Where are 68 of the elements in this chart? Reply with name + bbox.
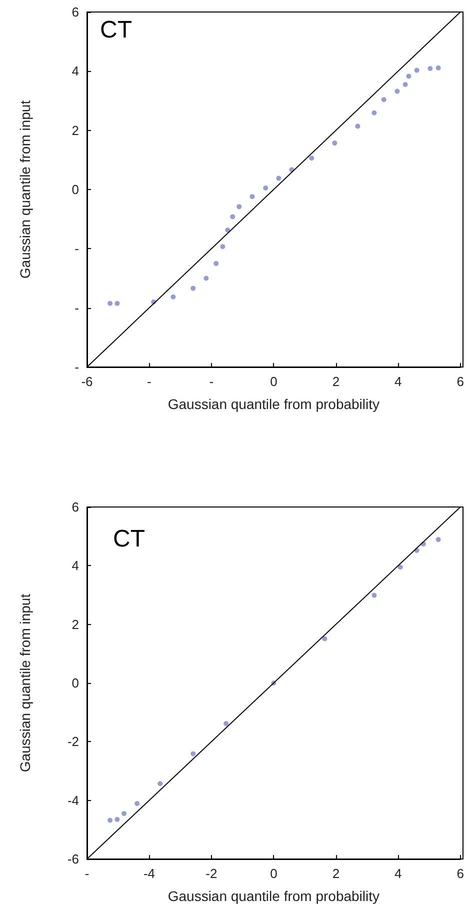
x-tick-label: -	[84, 866, 90, 881]
point	[436, 537, 441, 542]
annotation: CT	[100, 16, 132, 44]
y-tick-label: -	[74, 241, 79, 256]
point	[204, 276, 209, 281]
point	[398, 564, 403, 570]
point	[114, 816, 120, 822]
y-tick-label: 2	[72, 122, 79, 138]
x-tick-label: -2	[206, 866, 218, 881]
point	[436, 65, 441, 70]
point	[250, 194, 255, 200]
annotation: CT	[113, 526, 146, 552]
point	[220, 244, 226, 250]
y-tick-label: 4	[72, 64, 79, 79]
point	[372, 592, 377, 598]
point	[394, 88, 400, 94]
y-tick-label: 2	[72, 616, 79, 632]
y-tick-label: -	[74, 300, 79, 316]
point	[108, 818, 113, 823]
point	[276, 176, 282, 181]
y-tick-label: 6	[72, 500, 79, 514]
point	[158, 781, 163, 786]
point	[108, 300, 113, 306]
y-tick-label: 6	[72, 4, 79, 20]
point	[230, 214, 236, 220]
point	[414, 68, 420, 73]
y-axis-title: Gaussian quantile from input	[17, 100, 33, 279]
point	[263, 186, 268, 191]
point	[190, 286, 196, 291]
point	[372, 110, 377, 116]
x-tick-label: -	[209, 374, 214, 389]
y-tick-label: -	[74, 360, 79, 374]
x-tick-label: 0	[270, 374, 278, 389]
y-tick-label: -2	[67, 734, 79, 750]
x-axis-title: Gaussian quantile from probability	[168, 888, 380, 904]
point	[332, 140, 338, 146]
y-tick-label: 4	[72, 558, 79, 574]
x-tick-label: 2	[332, 374, 340, 389]
point	[309, 156, 314, 161]
point	[406, 74, 412, 79]
y-tick-label: 0	[72, 676, 79, 690]
point	[355, 124, 360, 129]
x-tick-label: 6	[456, 866, 464, 881]
y-tick-label: 0	[72, 182, 79, 197]
point	[170, 294, 176, 300]
point	[114, 300, 120, 306]
point	[122, 811, 127, 816]
y-tick-label: -4	[67, 792, 79, 808]
x-tick-label: 4	[394, 374, 402, 389]
point	[214, 260, 219, 266]
x-tick-label: 4	[394, 866, 402, 881]
x-tick-label: 2	[332, 866, 340, 881]
x-tick-label: 0	[270, 866, 278, 881]
point	[402, 82, 408, 87]
x-axis-title: Gaussian quantile from probability	[168, 396, 380, 412]
x-tick-label: -	[147, 374, 152, 389]
x-tick-label: 6	[456, 374, 464, 389]
x-tick-label: -4	[143, 866, 156, 881]
point	[190, 751, 196, 756]
y-tick-label: -6	[67, 852, 79, 866]
point	[381, 97, 386, 102]
point	[225, 228, 230, 233]
point	[428, 66, 433, 72]
point	[134, 801, 140, 806]
point	[236, 204, 242, 210]
point	[224, 720, 229, 726]
point	[322, 636, 328, 642]
y-axis-title: Gaussian quantile from input	[17, 594, 33, 772]
